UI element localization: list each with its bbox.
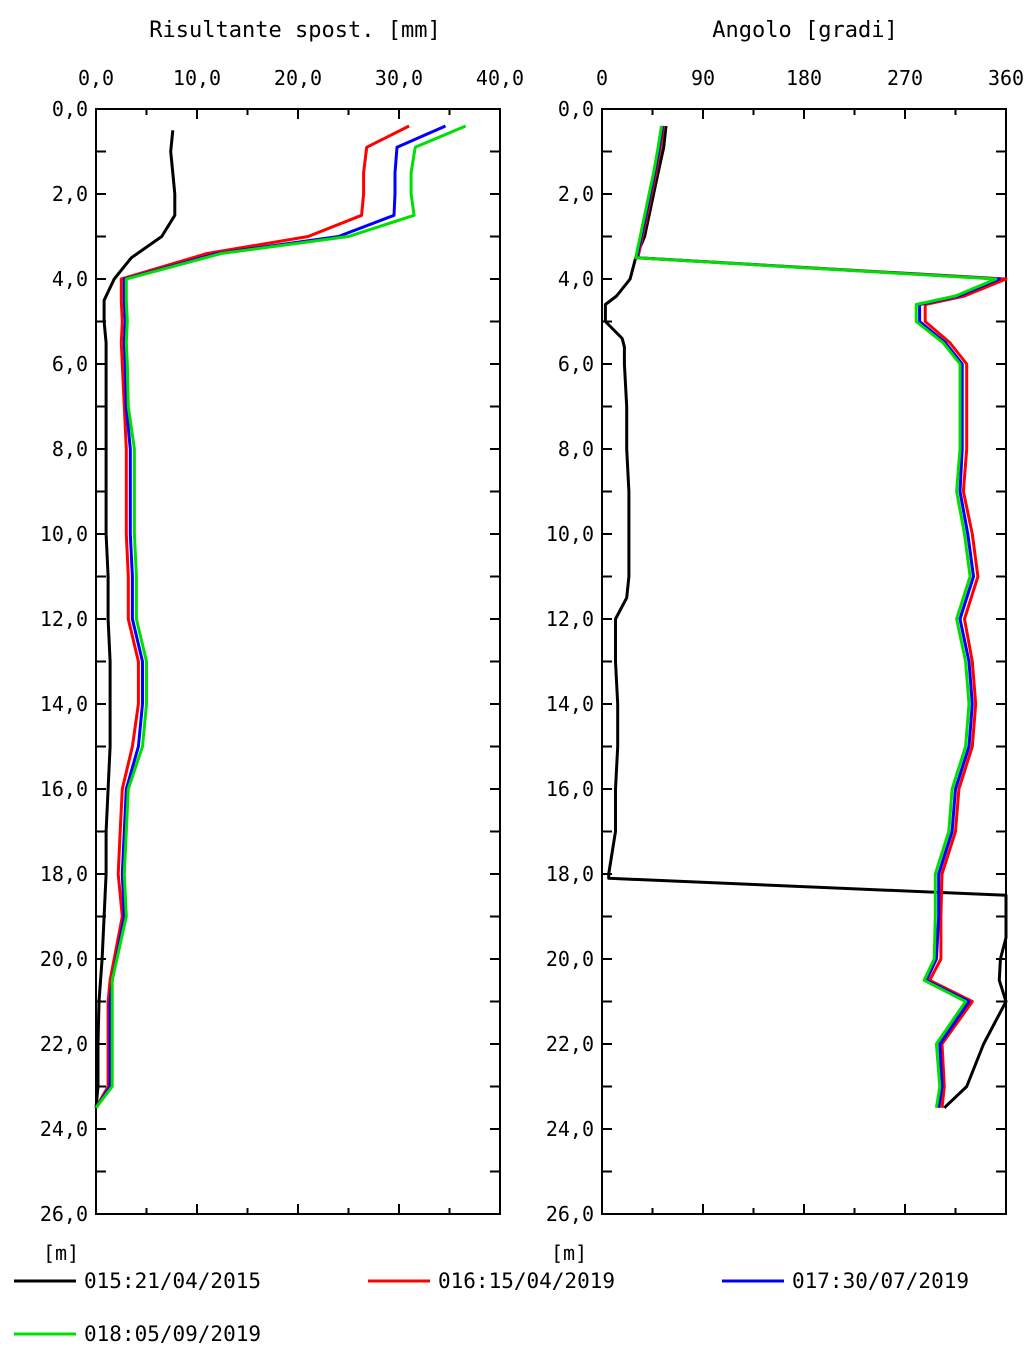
angle-y-tick-label: 10,0 xyxy=(546,522,594,546)
angle-x-tick-label: 180 xyxy=(786,66,822,90)
legend-label: 015:21/04/2015 xyxy=(84,1269,261,1293)
angle-y-tick-label: 18,0 xyxy=(546,862,594,886)
angle-x-tick-label: 270 xyxy=(887,66,923,90)
displacement-y-tick-label: 22,0 xyxy=(40,1032,88,1056)
displacement-x-ticks: 0,0 10,0 20,0 30,0 40,0 xyxy=(78,66,524,1214)
legend: 015:21/04/2015 016:15/04/2019 017:30/07/20… xyxy=(14,1269,969,1346)
displacement-y-tick-label: 14,0 xyxy=(40,692,88,716)
angle-x-tick-label: 360 xyxy=(988,66,1024,90)
displacement-series xyxy=(94,124,467,1109)
displacement-x-tick-label: 30,0 xyxy=(375,66,423,90)
displacement-y-tick-label: 6,0 xyxy=(52,352,88,376)
displacement-y-ticks: 0,0 2,0 4,0 6,0 8,0 10,0 12,0 14,0 16,0 18,0 20,0 2… xyxy=(40,97,500,1226)
angle-y-unit: [m] xyxy=(551,1241,587,1265)
angle-y-tick-label: 8,0 xyxy=(558,437,594,461)
angle-x-tick-label: 90 xyxy=(691,66,715,90)
displacement-y-tick-label: 4,0 xyxy=(52,267,88,291)
angle-y-tick-label: 22,0 xyxy=(546,1032,594,1056)
angle-series xyxy=(603,125,1008,1109)
angle-y-tick-label: 24,0 xyxy=(546,1117,594,1141)
angle-y-tick-label: 12,0 xyxy=(546,607,594,631)
angle-panel: Angolo [gradi] 0 90 180 270 360 0,0 2,0 4,0 6,0… xyxy=(546,18,1024,1265)
angle-y-ticks: 0,0 2,0 4,0 6,0 8,0 10,0 12,0 14,0 16,0 18,0 20,0 2… xyxy=(546,97,1006,1226)
displacement-x-tick-label: 0,0 xyxy=(78,66,114,90)
legend-item: 016:15/04/2019 xyxy=(368,1269,615,1293)
displacement-series-016-15-04-2019 xyxy=(94,124,410,1109)
displacement-y-tick-label: 18,0 xyxy=(40,862,88,886)
displacement-y-tick-label: 16,0 xyxy=(40,777,88,801)
displacement-y-tick-label: 20,0 xyxy=(40,947,88,971)
displacement-series-017-30-07-2019 xyxy=(94,124,447,1109)
displacement-x-tick-label: 40,0 xyxy=(476,66,524,90)
displacement-y-tick-label: 12,0 xyxy=(40,607,88,631)
angle-y-tick-label: 2,0 xyxy=(558,182,594,206)
angle-y-tick-label: 26,0 xyxy=(546,1202,594,1226)
legend-label: 018:05/09/2019 xyxy=(84,1322,261,1346)
angle-series-018-05-09-2019 xyxy=(634,125,998,1109)
angle-y-tick-label: 4,0 xyxy=(558,267,594,291)
legend-item: 018:05/09/2019 xyxy=(14,1322,261,1346)
angle-y-tick-label: 16,0 xyxy=(546,777,594,801)
angle-y-tick-label: 0,0 xyxy=(558,97,594,121)
legend-item: 015:21/04/2015 xyxy=(14,1269,261,1293)
legend-label: 017:30/07/2019 xyxy=(792,1269,969,1293)
angle-series-017-30-07-2019 xyxy=(635,125,1001,1109)
displacement-panel: Risultante spost. [mm] 0,0 10,0 20,0 30,0 40… xyxy=(40,18,524,1265)
displacement-x-tick-label: 10,0 xyxy=(173,66,221,90)
angle-chart-title: Angolo [gradi] xyxy=(712,18,897,43)
angle-y-tick-label: 20,0 xyxy=(546,947,594,971)
displacement-series-018-05-09-2019 xyxy=(94,124,467,1109)
displacement-series-015-21-04-2015 xyxy=(94,130,177,1108)
angle-x-tick-label: 0 xyxy=(596,66,608,90)
displacement-y-unit: [m] xyxy=(43,1241,79,1265)
displacement-y-tick-label: 0,0 xyxy=(52,97,88,121)
displacement-y-tick-label: 2,0 xyxy=(52,182,88,206)
angle-y-tick-label: 6,0 xyxy=(558,352,594,376)
displacement-y-tick-label: 24,0 xyxy=(40,1117,88,1141)
legend-label: 016:15/04/2019 xyxy=(438,1269,615,1293)
displacement-y-tick-label: 10,0 xyxy=(40,522,88,546)
legend-item: 017:30/07/2019 xyxy=(722,1269,969,1293)
displacement-y-tick-label: 8,0 xyxy=(52,437,88,461)
angle-series-016-15-04-2019 xyxy=(636,125,1008,1108)
displacement-chart-title: Risultante spost. [mm] xyxy=(149,18,440,43)
displacement-x-tick-label: 20,0 xyxy=(274,66,322,90)
displacement-y-tick-label: 26,0 xyxy=(40,1202,88,1226)
angle-x-ticks: 0 90 180 270 360 xyxy=(596,66,1024,1214)
angle-y-tick-label: 14,0 xyxy=(546,692,594,716)
angle-series-015-21-04-2015 xyxy=(603,125,1008,1109)
displacement-plot-frame xyxy=(95,108,501,1215)
